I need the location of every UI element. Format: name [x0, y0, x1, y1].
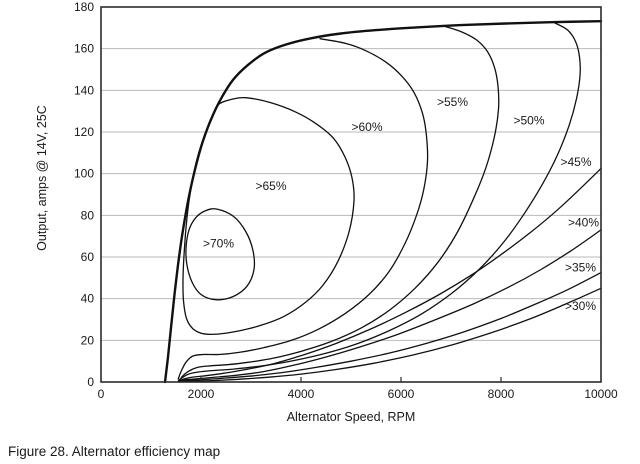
figure-caption: Figure 28. Alternator efficiency map	[8, 444, 220, 459]
y-tick-label: 120	[74, 125, 94, 139]
y-tick-label: 160	[74, 42, 94, 56]
gridlines-layer	[101, 48, 601, 341]
contour-label: >40%	[568, 216, 599, 230]
contour-label: >55%	[437, 95, 468, 109]
x-tick-label: 2000	[188, 387, 215, 401]
x-tick-label: 4000	[288, 387, 315, 401]
contour-65pct-line	[182, 96, 355, 336]
y-tick-label: 140	[74, 83, 94, 97]
y-tick-label: 180	[74, 0, 94, 14]
contour-label: >50%	[513, 114, 544, 128]
contour-label: >60%	[351, 120, 382, 134]
contour-55pct-line	[180, 25, 500, 379]
y-tick-label: 20	[81, 333, 95, 347]
contour-label: >45%	[560, 155, 591, 169]
x-tick-label: 8000	[488, 387, 515, 401]
contour-70pct-line	[185, 208, 256, 301]
y-tick-label: 80	[81, 208, 95, 222]
x-tick-label: 0	[98, 387, 105, 401]
contour-30pct-line	[179, 287, 602, 383]
maximum-output-envelope-line	[163, 20, 603, 384]
x-tick-label: 6000	[388, 387, 415, 401]
contour-label: >70%	[203, 236, 234, 250]
y-axis-title: Output, amps @ 14V, 25C	[35, 105, 49, 251]
contour-label: >30%	[565, 299, 596, 313]
contour-label: >65%	[255, 179, 286, 193]
contour-curves-layer	[163, 20, 603, 384]
x-tick-label: 10000	[584, 387, 618, 401]
y-tick-label: 100	[74, 167, 94, 181]
contour-label: >35%	[565, 260, 596, 274]
contour-40pct-line	[177, 229, 602, 383]
axes-layer: 0 2000 4000 6000 8000 10000 0 20 40 60 80 100 120 140…	[74, 0, 618, 401]
contour-labels-layer: >70% >65% >60% >55% >50% >45% >40% >35% >30%	[203, 95, 599, 313]
plot-border	[100, 6, 602, 383]
contour-35pct-line	[178, 271, 602, 383]
contour-45pct-line	[178, 167, 602, 382]
contour-60pct-line	[177, 38, 429, 380]
y-tick-label: 60	[81, 250, 95, 264]
contour-50pct-line	[177, 22, 581, 382]
y-tick-label: 40	[81, 292, 95, 306]
x-axis-title: Alternator Speed, RPM	[287, 410, 416, 424]
y-tick-label: 0	[87, 375, 94, 389]
